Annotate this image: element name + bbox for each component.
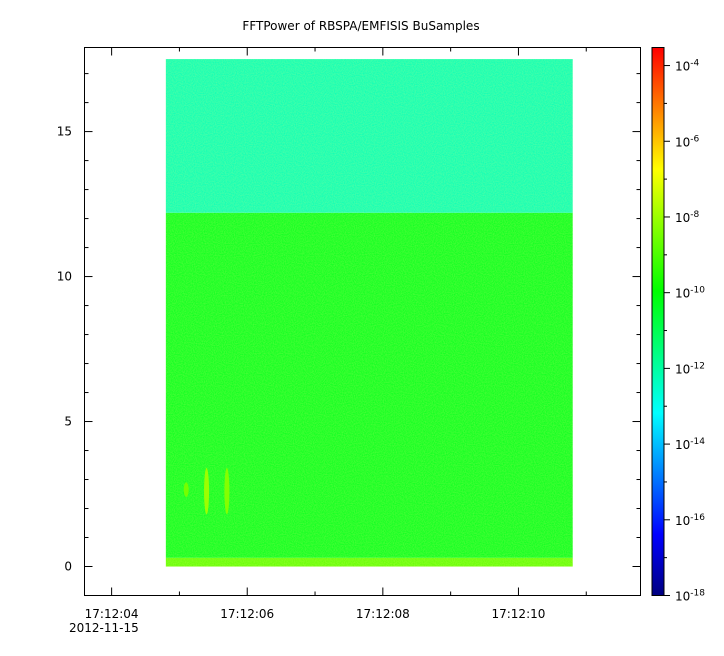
colorbar-tick-label: 10-4 — [675, 59, 700, 74]
colorbar-axis: 10-4 10-6 10-8 10-10 10-12 10-14 10-16 10-18 — [664, 59, 705, 604]
chart-title: FFTPower of RBSPA/EMFISIS BuSamples — [242, 19, 479, 33]
x-axis-date-label: 2012-11-15 — [69, 621, 139, 635]
colorbar-tick-label: 10-6 — [675, 134, 700, 149]
spectrogram-feature — [224, 467, 230, 515]
x-tick-label: 17:12:06 — [220, 607, 274, 621]
x-axis: 17:12:04 17:12:06 17:12:08 17:12:10 — [85, 47, 587, 621]
colorbar — [651, 47, 665, 596]
colorbar-tick-label: 10-8 — [675, 210, 700, 225]
colorbar-tick-label: 10-16 — [675, 513, 705, 528]
colorbar-tick-label: 10-10 — [675, 286, 705, 301]
y-axis: 0 5 10 15 — [57, 73, 641, 574]
spectrogram-texture — [165, 59, 573, 567]
spectrogram-feature — [204, 467, 210, 515]
colorbar-tick-label: 10-18 — [675, 589, 705, 604]
y-tick-label: 0 — [64, 560, 72, 574]
y-tick-label: 10 — [57, 270, 72, 284]
x-tick-label: 17:12:08 — [356, 607, 410, 621]
x-tick-label: 17:12:04 — [85, 607, 139, 621]
colorbar-tick-label: 10-14 — [675, 437, 705, 452]
y-tick-label: 5 — [64, 415, 72, 429]
spectrogram-feature — [183, 482, 189, 497]
colorbar-tick-label: 10-12 — [675, 361, 705, 376]
y-tick-label: 15 — [57, 125, 72, 139]
x-tick-label: 17:12:10 — [491, 607, 545, 621]
spectrogram-image — [165, 59, 573, 567]
